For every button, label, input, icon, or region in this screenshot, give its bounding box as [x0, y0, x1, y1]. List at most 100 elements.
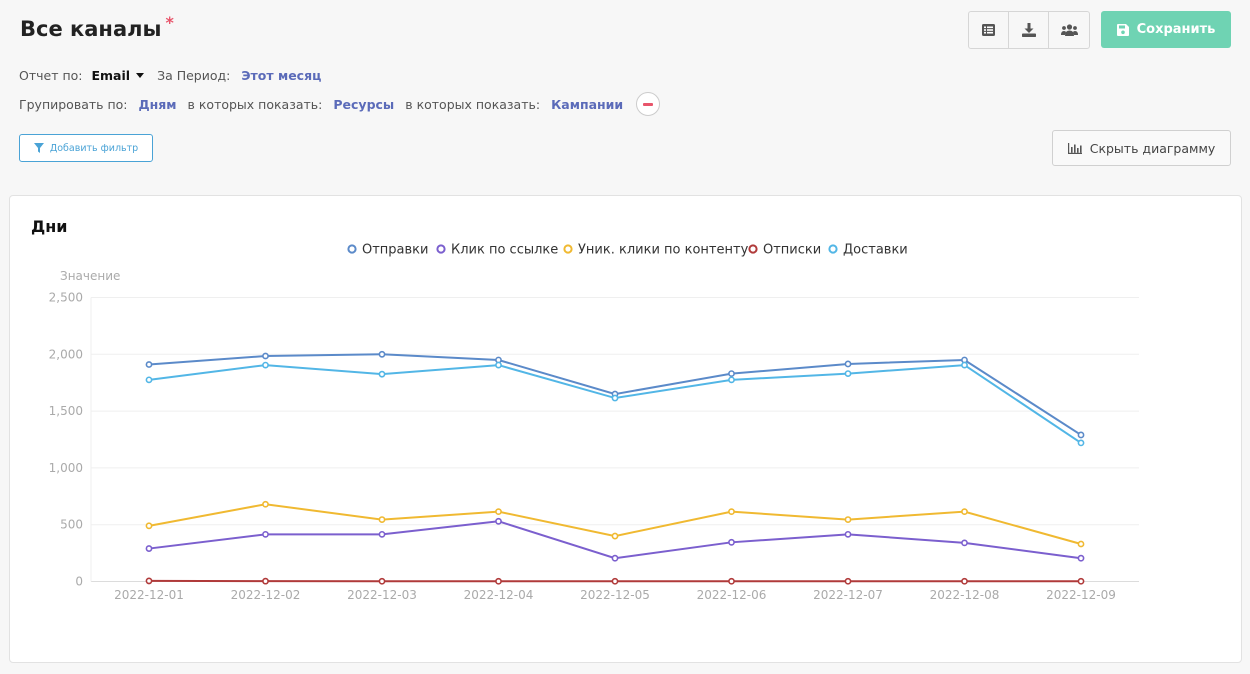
data-point: [611, 554, 619, 562]
x-tick-label: 2022-12-07: [813, 588, 883, 602]
series-line: [148, 364, 1082, 444]
data-point: [728, 538, 735, 546]
y-tick-label: 0: [75, 575, 83, 589]
legend-marker: [748, 244, 758, 254]
legend-label: Отписки: [763, 243, 821, 258]
legend-marker: [828, 244, 838, 254]
toolbar-icon-group: [968, 11, 1090, 49]
period-link[interactable]: Этот месяц: [241, 68, 322, 83]
y-tick-label: 1,500: [49, 404, 83, 418]
legend-marker: [563, 244, 573, 254]
legend-label: Уник. клики по контенту: [578, 243, 749, 258]
y-tick-label: 2,000: [49, 347, 83, 361]
save-icon: [1116, 23, 1129, 36]
data-point: [611, 394, 619, 402]
show-in-label-1: в которых показать:: [187, 96, 323, 112]
hide-chart-label: Скрыть диаграмму: [1089, 140, 1216, 156]
x-tick-label: 2022-12-02: [231, 588, 301, 602]
data-point: [961, 577, 968, 585]
show-in-link-resources[interactable]: Ресурсы: [333, 96, 395, 112]
data-point: [495, 361, 502, 369]
data-point: [145, 522, 153, 530]
data-point: [495, 508, 502, 516]
report-by-dropdown[interactable]: Email: [91, 68, 131, 83]
data-point: [611, 532, 619, 540]
period-label: За Период:: [157, 68, 231, 83]
legend-marker: [347, 244, 357, 254]
data-point: [262, 500, 269, 508]
users-button[interactable]: [1049, 12, 1089, 48]
data-point: [961, 539, 968, 547]
x-tick-label: 2022-12-04: [464, 588, 534, 602]
data-point: [844, 370, 852, 378]
hide-chart-button[interactable]: Скрыть диаграмму: [1052, 130, 1231, 166]
save-button-label: Сохранить: [1136, 22, 1216, 37]
add-filter-button[interactable]: Добавить фильтр: [19, 134, 153, 162]
download-button[interactable]: [1009, 12, 1049, 48]
data-point: [728, 508, 735, 516]
required-mark: *: [165, 13, 174, 32]
data-point: [262, 352, 269, 360]
chevron-down-icon[interactable]: [136, 73, 145, 78]
series-line: [148, 520, 1082, 560]
data-point: [611, 577, 619, 585]
chart-title: Дни: [31, 217, 68, 236]
x-tick-label: 2022-12-08: [930, 588, 1000, 602]
data-point: [145, 376, 153, 384]
data-point: [262, 361, 269, 369]
data-point: [961, 361, 968, 369]
grouping-row: Групировать по: Дням в которых показать:…: [19, 92, 661, 116]
report-by-label: Отчет по:: [19, 68, 83, 83]
group-by-label: Групировать по:: [19, 96, 128, 112]
page-title-text: Все каналы: [20, 17, 162, 41]
data-point: [1077, 540, 1085, 548]
download-icon: [1021, 23, 1036, 37]
data-point: [961, 508, 968, 516]
data-point: [378, 516, 386, 523]
list-view-button[interactable]: [969, 12, 1009, 48]
data-point: [378, 350, 386, 358]
filter-icon: [33, 143, 44, 153]
minus-icon: [643, 102, 654, 106]
x-tick-label: 2022-12-01: [114, 588, 184, 602]
data-point: [495, 577, 502, 585]
data-point: [378, 370, 386, 378]
data-point: [728, 370, 735, 378]
bar-chart-icon: [1067, 142, 1082, 154]
data-point: [378, 530, 386, 538]
data-point: [844, 530, 852, 538]
data-point: [262, 577, 269, 585]
data-point: [844, 360, 852, 368]
x-tick-label: 2022-12-06: [697, 588, 767, 602]
data-point: [145, 361, 153, 368]
data-point: [145, 577, 153, 585]
x-tick-label: 2022-12-05: [580, 588, 650, 602]
add-filter-label: Добавить фильтр: [49, 142, 139, 154]
legend-marker: [436, 244, 446, 254]
group-by-link[interactable]: Дням: [138, 96, 177, 112]
users-icon: [1060, 24, 1078, 36]
y-axis-label: Значение: [60, 269, 120, 283]
chart-card: [9, 195, 1242, 663]
y-tick-label: 2,500: [49, 291, 83, 305]
list-icon: [982, 24, 995, 36]
legend-label: Клик по ссылке: [451, 243, 558, 258]
y-tick-label: 500: [60, 518, 83, 532]
data-point: [1077, 577, 1085, 585]
data-point: [844, 516, 852, 523]
x-tick-label: 2022-12-03: [347, 588, 417, 602]
show-in-label-2: в которых показать:: [405, 96, 541, 112]
remove-grouping-button[interactable]: [636, 92, 661, 116]
save-button[interactable]: Сохранить: [1101, 11, 1231, 48]
show-in-link-campaigns[interactable]: Кампании: [551, 96, 624, 112]
legend-label: Доставки: [843, 243, 908, 258]
data-point: [728, 577, 735, 585]
data-point: [378, 577, 386, 585]
data-point: [495, 517, 502, 525]
data-point: [728, 376, 735, 384]
legend-label: Отправки: [362, 243, 429, 258]
data-point: [1077, 554, 1085, 562]
report-row: Отчет по: Email За Период: Этот месяц: [19, 68, 332, 83]
page-title: Все каналы *: [20, 13, 174, 41]
